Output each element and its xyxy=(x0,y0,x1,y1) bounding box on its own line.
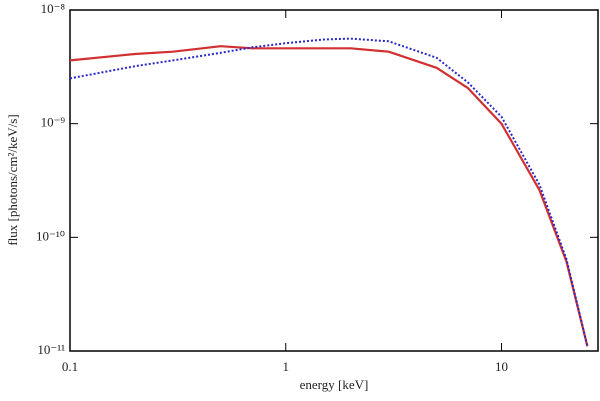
line-series xyxy=(69,37,589,347)
y-tick-label: 10⁻¹¹ xyxy=(37,342,65,357)
y-axis-label: flux [photons/cm²/keV/s] xyxy=(5,114,20,245)
x-tick-label: 1 xyxy=(283,359,290,374)
y-tick-label: 10⁻⁹ xyxy=(41,115,66,130)
y-tick-label: 10⁻¹⁰ xyxy=(36,228,65,243)
y-tick-label: 10⁻⁸ xyxy=(41,1,66,16)
line-series xyxy=(69,45,589,347)
x-axis-label: energy [keV] xyxy=(300,377,369,392)
x-tick-label: 10 xyxy=(495,359,508,374)
plot-frame xyxy=(69,9,599,352)
x-tick-label: 0.1 xyxy=(62,359,78,374)
